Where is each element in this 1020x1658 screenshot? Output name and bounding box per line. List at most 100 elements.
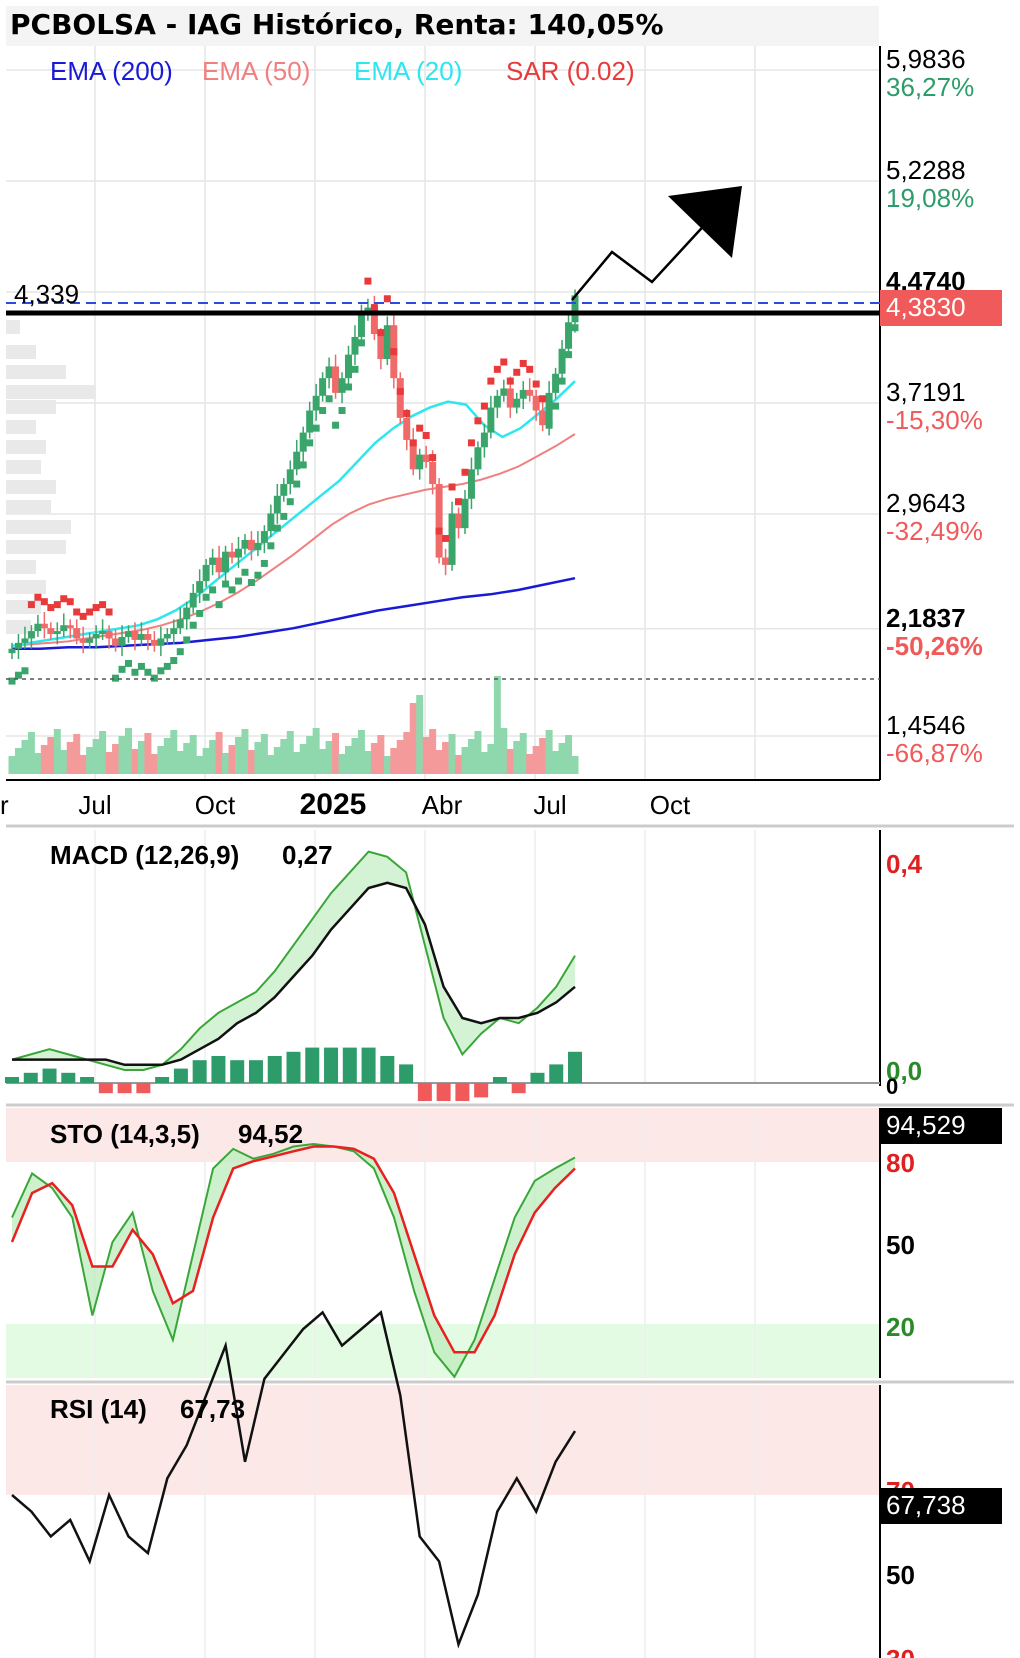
- volume-bar: [92, 739, 100, 774]
- candle-body: [150, 639, 158, 646]
- candle-body: [53, 631, 61, 635]
- price-axis: 5,983636,27%5,228819,08%4,47403,7191-15,…: [886, 44, 983, 768]
- sar-dot: [345, 383, 353, 391]
- rsi-label: RSI (14): [50, 1394, 147, 1424]
- sar-dot: [442, 534, 450, 542]
- x-axis: r Jul Oct 2025 Abr Jul Oct: [0, 788, 691, 821]
- sar-dot: [176, 648, 184, 656]
- candle-body: [163, 634, 171, 639]
- macd-hist-bar: [286, 1051, 301, 1083]
- candle-body: [409, 439, 417, 470]
- sar-dot: [247, 579, 255, 587]
- volume-profile-bar: [6, 480, 56, 494]
- volume-bar: [493, 676, 501, 774]
- sar-dot: [532, 380, 540, 388]
- volume-bar: [105, 752, 113, 774]
- projection-path: [571, 205, 723, 301]
- candle-body: [34, 623, 42, 632]
- sar-dot: [513, 368, 521, 376]
- sar-dot: [396, 387, 404, 395]
- candle-body: [351, 336, 359, 355]
- volume-bar: [422, 737, 430, 774]
- volume-bar: [8, 756, 16, 774]
- price-pct-1: 19,08%: [886, 183, 974, 213]
- volume-bar: [345, 746, 353, 774]
- price-pct-4: -32,49%: [886, 516, 983, 546]
- sar-dot: [390, 348, 398, 356]
- volume-bar: [21, 740, 29, 774]
- sar-dot: [260, 559, 268, 567]
- sar-dot: [144, 668, 152, 676]
- price-tick-4: 2,9643: [886, 488, 966, 518]
- sar-dot: [267, 542, 275, 550]
- volume-bar: [500, 728, 508, 774]
- volume-profile: [6, 320, 96, 634]
- sar-dot: [571, 324, 579, 332]
- volume-bar: [222, 753, 230, 774]
- sto-fill: [12, 1144, 575, 1377]
- sar-dot: [312, 424, 320, 432]
- sar-dot: [319, 407, 327, 415]
- volume-bar: [532, 746, 540, 774]
- sar-dot: [332, 421, 340, 429]
- macd-hist-bar: [80, 1077, 95, 1083]
- candle-body: [306, 410, 314, 433]
- sar-dot: [526, 365, 534, 373]
- price-pct-0: 36,27%: [886, 72, 974, 102]
- sto-level-50: 50: [886, 1230, 915, 1260]
- volume-bar: [170, 730, 178, 774]
- volume-bar: [429, 729, 437, 774]
- volume-bar: [435, 750, 443, 774]
- volume-bar: [338, 754, 346, 774]
- sar-dots: [8, 277, 579, 685]
- candle-body: [539, 410, 547, 426]
- candle-body: [558, 348, 566, 374]
- sar-dot: [306, 439, 314, 447]
- macd-hist-bar: [173, 1068, 188, 1083]
- volume-bars: [8, 676, 579, 774]
- candle-body: [532, 395, 540, 411]
- sar-dot: [79, 612, 87, 620]
- macd-hist-bar: [511, 1083, 526, 1094]
- sar-dot: [429, 454, 437, 462]
- volume-profile-bar: [6, 385, 96, 399]
- x-tick-2025: 2025: [300, 788, 367, 821]
- candle-body: [442, 557, 450, 565]
- macd-fill: [12, 851, 575, 1070]
- candle-body: [86, 638, 94, 643]
- macd-hist-bar: [5, 1077, 19, 1083]
- volume-bar: [280, 739, 288, 774]
- sar-dot: [8, 677, 16, 685]
- sar-dot: [325, 395, 333, 403]
- sar-dot: [474, 417, 482, 425]
- macd-hist-bar: [192, 1060, 207, 1083]
- volume-bar: [480, 752, 488, 774]
- macd-signal-line: [12, 881, 576, 1067]
- candle-body: [357, 310, 365, 337]
- volume-bar: [506, 749, 514, 774]
- resistance-label: 4,339: [14, 279, 79, 309]
- volume-profile-bar: [6, 440, 46, 454]
- candle-body: [461, 498, 469, 529]
- sar-dot: [86, 608, 94, 616]
- candle-body: [267, 513, 275, 532]
- title-bar: [6, 6, 879, 46]
- macd-hist-bar: [211, 1056, 226, 1083]
- macd-hist-bar: [455, 1083, 470, 1101]
- candle-body: [493, 395, 501, 408]
- sto-panel: STO (14,3,5) 94,52 94,529 80 50 20: [6, 1108, 1002, 1379]
- volume-bar: [112, 744, 120, 774]
- macd-line: [11, 850, 576, 1071]
- volume-bar: [312, 728, 320, 774]
- candle-body: [571, 295, 579, 323]
- x-tick-oct-2: Oct: [650, 790, 691, 820]
- sar-dot: [157, 667, 165, 675]
- macd-hist-bar: [549, 1064, 564, 1083]
- candle-body: [92, 634, 100, 639]
- macd-axis-zero-b: 0: [886, 1074, 898, 1099]
- sar-dot: [293, 480, 301, 488]
- volume-bar: [209, 740, 217, 774]
- candle-body: [545, 392, 553, 426]
- sar-dot: [34, 593, 42, 601]
- sar-dot: [435, 527, 443, 535]
